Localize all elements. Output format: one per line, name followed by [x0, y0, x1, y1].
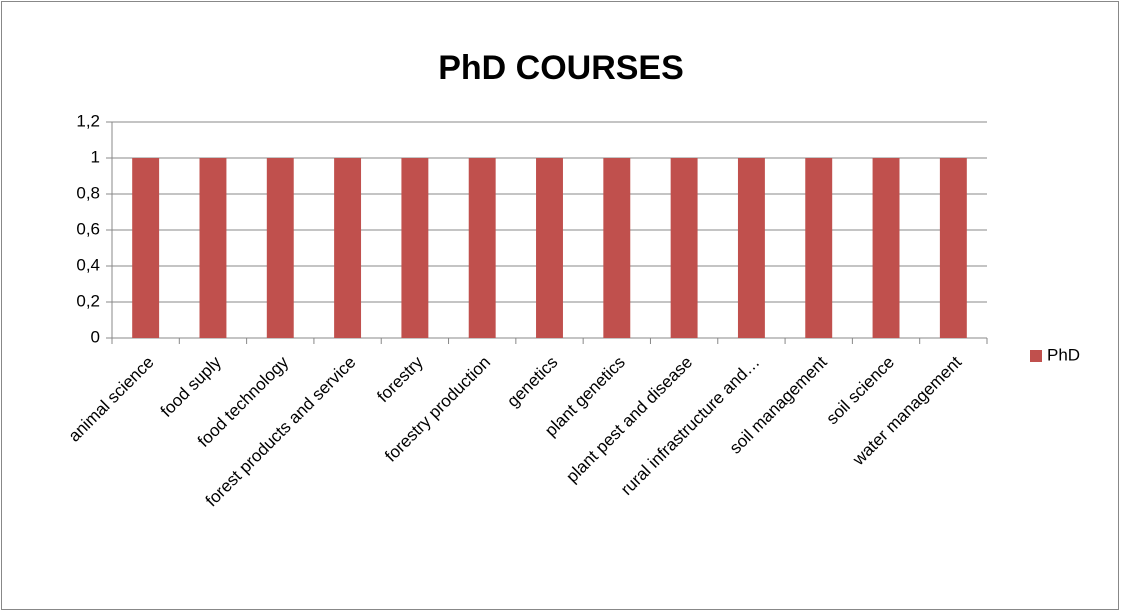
y-tick-label: 1,2	[76, 111, 100, 130]
legend-swatch	[1030, 350, 1042, 362]
y-tick-label: 1	[91, 147, 100, 166]
bar	[334, 158, 362, 338]
legend-label: PhD	[1047, 345, 1080, 364]
chart-title: PhD COURSES	[438, 49, 684, 87]
bar	[872, 158, 900, 338]
bar	[670, 158, 698, 338]
y-tick-label: 0,2	[76, 291, 100, 310]
bar	[603, 158, 631, 338]
bar	[536, 158, 563, 338]
y-tick-label: 0,6	[76, 219, 100, 238]
bar	[401, 158, 429, 338]
bar	[266, 158, 294, 338]
bar	[939, 158, 967, 338]
y-tick-label: 0	[91, 327, 100, 346]
bar	[199, 158, 227, 338]
bar	[468, 158, 496, 338]
y-tick-label: 0,4	[76, 255, 100, 274]
bar	[805, 158, 833, 338]
bar	[737, 158, 765, 338]
bar	[132, 158, 160, 338]
y-tick-label: 0,8	[76, 183, 100, 202]
